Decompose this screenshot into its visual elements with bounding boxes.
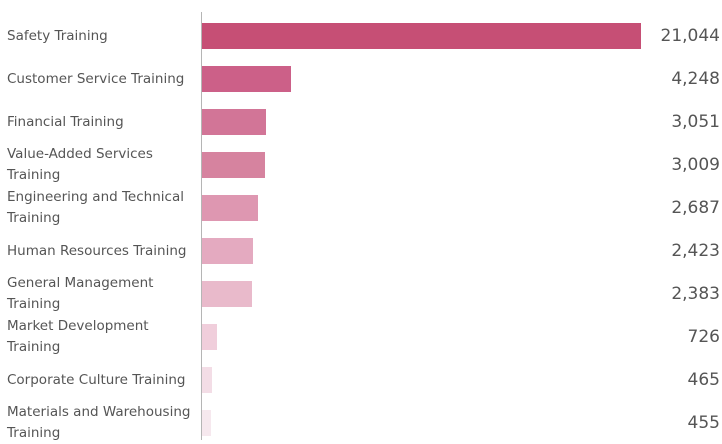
- value-label: 726: [687, 327, 720, 347]
- bar: [202, 66, 291, 92]
- category-label: Engineering and Technical Training: [7, 189, 184, 226]
- bar: [202, 109, 266, 135]
- category-label: Safety Training: [7, 27, 108, 44]
- category-label: Materials and Warehousing Training: [7, 404, 191, 441]
- value-label: 465: [687, 370, 720, 390]
- bar: [202, 23, 641, 49]
- bar: [202, 152, 265, 178]
- value-label: 2,383: [671, 284, 720, 304]
- category-label: General Management Training: [7, 275, 154, 312]
- bar: [202, 281, 252, 307]
- value-label: 2,687: [671, 198, 720, 218]
- value-label: 21,044: [660, 26, 720, 46]
- value-label: 455: [687, 413, 720, 433]
- category-label: Financial Training: [7, 113, 124, 130]
- bar: [202, 367, 212, 393]
- value-label: 4,248: [671, 69, 720, 89]
- category-label: Market Development Training: [7, 318, 149, 355]
- category-label: Corporate Culture Training: [7, 371, 186, 388]
- value-label: 3,051: [671, 112, 720, 132]
- category-label: Value-Added Services Training: [7, 146, 153, 183]
- bar: [202, 324, 218, 350]
- y-axis-line: [201, 12, 202, 440]
- bar: [202, 410, 212, 436]
- bar: [202, 195, 259, 221]
- category-label: Human Resources Training: [7, 242, 187, 259]
- value-label: 2,423: [671, 241, 720, 261]
- value-label: 3,009: [671, 155, 720, 175]
- category-label: Customer Service Training: [7, 70, 185, 87]
- bar: [202, 238, 253, 264]
